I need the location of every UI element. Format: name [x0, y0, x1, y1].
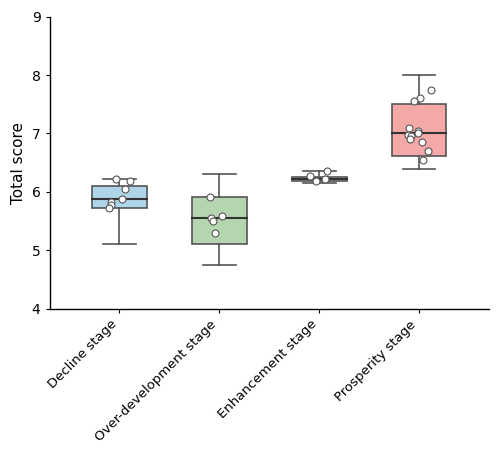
Point — [121, 185, 129, 192]
Point — [206, 193, 214, 200]
Point — [410, 98, 418, 105]
Point — [107, 201, 115, 208]
Point — [323, 168, 331, 175]
Point — [407, 133, 415, 140]
Bar — [292, 177, 346, 182]
Point — [426, 86, 434, 93]
Bar — [392, 104, 446, 156]
Point — [112, 175, 120, 182]
Point — [404, 131, 412, 138]
Point — [414, 130, 422, 137]
Point — [107, 199, 115, 206]
Point — [405, 124, 413, 131]
Point — [416, 95, 424, 102]
Point — [105, 205, 113, 212]
Point — [418, 156, 426, 163]
Point — [406, 136, 414, 143]
Point — [418, 139, 426, 146]
Point — [209, 217, 217, 225]
Y-axis label: Total score: Total score — [11, 121, 26, 204]
Point — [306, 172, 314, 179]
Point — [312, 178, 320, 185]
Point — [414, 127, 422, 134]
Point — [211, 229, 219, 237]
Point — [118, 195, 126, 202]
Point — [424, 147, 432, 155]
Bar — [192, 197, 247, 244]
Bar — [92, 186, 147, 208]
Point — [206, 215, 214, 222]
Point — [321, 175, 329, 182]
Point — [218, 213, 226, 220]
Point — [126, 178, 134, 185]
